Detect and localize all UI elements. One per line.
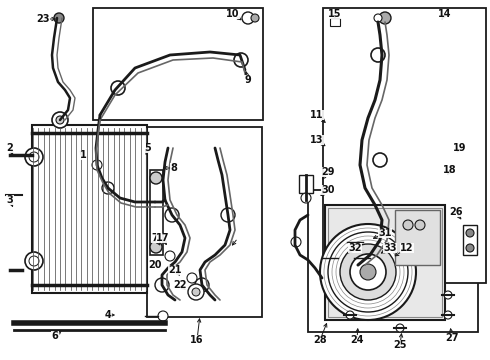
Text: 14: 14	[438, 9, 452, 19]
Circle shape	[29, 152, 39, 162]
Text: 8: 8	[171, 163, 177, 173]
Circle shape	[195, 278, 209, 292]
Bar	[150, 170, 163, 255]
Text: 11: 11	[310, 110, 324, 120]
Bar	[328, 208, 442, 317]
Text: 23: 23	[36, 14, 50, 24]
Circle shape	[92, 160, 102, 170]
Bar	[93, 8, 263, 120]
Circle shape	[466, 229, 474, 237]
Circle shape	[234, 53, 248, 67]
Text: 26: 26	[449, 207, 463, 217]
Circle shape	[403, 220, 413, 230]
Circle shape	[54, 13, 64, 23]
Circle shape	[192, 288, 200, 296]
Text: 12: 12	[400, 243, 414, 253]
Text: 19: 19	[453, 143, 467, 153]
Circle shape	[56, 116, 64, 124]
Circle shape	[326, 254, 334, 262]
Text: 20: 20	[148, 260, 162, 270]
Circle shape	[340, 244, 396, 300]
Text: 25: 25	[393, 340, 407, 350]
Text: 2: 2	[7, 143, 13, 153]
Bar	[395, 210, 440, 265]
Bar	[32, 125, 147, 293]
Text: 32: 32	[348, 243, 362, 253]
Text: 17: 17	[156, 233, 170, 243]
Text: 21: 21	[168, 265, 182, 275]
Circle shape	[444, 291, 452, 299]
Text: 13: 13	[310, 135, 324, 145]
Circle shape	[358, 254, 366, 262]
Circle shape	[415, 220, 425, 230]
Circle shape	[155, 278, 169, 292]
Circle shape	[444, 311, 452, 319]
Text: 24: 24	[350, 335, 364, 345]
Circle shape	[158, 311, 168, 321]
Text: 1: 1	[80, 150, 86, 160]
Circle shape	[373, 153, 387, 167]
Bar	[323, 8, 486, 283]
Text: 4: 4	[105, 310, 111, 320]
Circle shape	[102, 182, 114, 194]
Circle shape	[371, 48, 385, 62]
Text: 29: 29	[321, 167, 335, 177]
Text: 6: 6	[51, 331, 58, 341]
Circle shape	[150, 172, 162, 184]
Text: 18: 18	[443, 165, 457, 175]
Circle shape	[165, 208, 179, 222]
Text: 10: 10	[226, 9, 240, 19]
Circle shape	[350, 254, 386, 290]
Bar	[463, 225, 477, 255]
Circle shape	[291, 237, 301, 247]
Text: 16: 16	[190, 335, 204, 345]
Bar	[299, 175, 313, 193]
Circle shape	[351, 238, 359, 246]
Circle shape	[346, 311, 354, 319]
Bar	[147, 127, 262, 317]
Bar	[325, 205, 445, 320]
Circle shape	[165, 251, 175, 261]
Circle shape	[242, 12, 254, 24]
Text: 33: 33	[383, 243, 397, 253]
Text: 15: 15	[328, 9, 342, 19]
Bar	[308, 190, 478, 332]
Circle shape	[188, 284, 204, 300]
Circle shape	[111, 81, 125, 95]
Circle shape	[374, 14, 382, 22]
Circle shape	[466, 244, 474, 252]
Circle shape	[25, 252, 43, 270]
Circle shape	[357, 257, 373, 273]
Text: 27: 27	[445, 333, 459, 343]
Circle shape	[150, 241, 162, 253]
Text: 9: 9	[245, 75, 251, 85]
Circle shape	[328, 232, 408, 312]
Circle shape	[301, 193, 311, 203]
Circle shape	[251, 14, 259, 22]
Text: 3: 3	[7, 195, 13, 205]
Circle shape	[360, 264, 376, 280]
Text: 22: 22	[173, 280, 187, 290]
Circle shape	[379, 12, 391, 24]
Text: 7: 7	[151, 233, 158, 243]
Text: 31: 31	[378, 228, 392, 238]
Bar	[330, 18, 340, 26]
Circle shape	[320, 224, 416, 320]
Text: 28: 28	[313, 335, 327, 345]
Circle shape	[396, 324, 404, 332]
Circle shape	[52, 112, 68, 128]
Circle shape	[221, 208, 235, 222]
Text: 30: 30	[321, 185, 335, 195]
Circle shape	[25, 148, 43, 166]
Circle shape	[187, 273, 197, 283]
Circle shape	[29, 256, 39, 266]
Text: 5: 5	[145, 143, 151, 153]
